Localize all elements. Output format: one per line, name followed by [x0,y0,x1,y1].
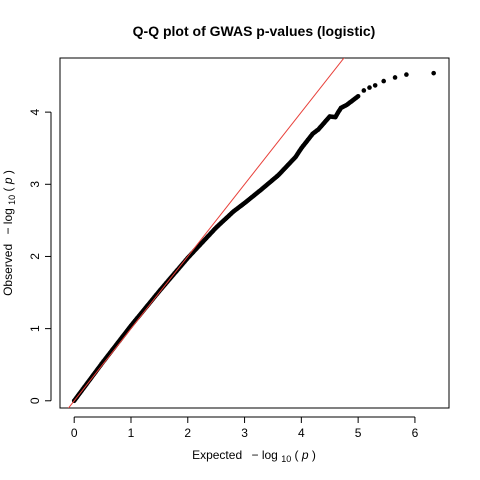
x-axis-label-arg: p [301,448,309,462]
y-tick-label: 3 [28,181,42,188]
data-point [392,75,398,80]
y-axis-label-prefix: Observed [1,244,15,296]
data-point [372,83,378,88]
y-tick-label: 0 [28,397,42,404]
x-axis: 0 1 2 3 4 5 6 [71,416,419,440]
data-point [404,72,409,77]
x-tick-label: 2 [184,426,191,440]
data-layer [71,70,436,404]
data-point [367,85,372,90]
y-axis-label-fn: log [1,208,15,224]
x-tick-label: 3 [241,426,248,440]
y-axis-label-sub: 10 [7,195,17,205]
data-point [381,78,386,84]
x-tick-label: 4 [298,426,305,440]
x-axis-label-fn: log [262,448,278,462]
x-axis-label-sub: 10 [281,454,291,464]
chart-title: Q-Q plot of GWAS p-values (logistic) [133,23,376,39]
y-axis: 0 1 2 3 4 [28,108,52,404]
y-tick-label: 1 [28,325,42,332]
x-tick-label: 5 [355,426,362,440]
data-point [355,93,361,99]
y-axis-label: Observed − log 10 ( p ) [1,170,18,296]
plot-frame [59,57,450,409]
x-axis-label-minus: − [251,448,258,462]
y-axis-label-minus: − [1,228,15,235]
x-tick-label: 6 [412,426,419,440]
y-tick-label: 4 [28,108,42,115]
y-axis-label-arg: p [1,177,15,185]
data-point [361,88,367,93]
x-tick-label: 0 [71,426,78,440]
x-axis-label: Expected − log 10 ( p ) [192,448,316,465]
x-tick-label: 1 [128,426,135,440]
reference-line [67,58,345,408]
y-tick-label: 2 [28,253,42,260]
x-axis-label-prefix: Expected [192,448,242,462]
data-point [431,70,436,76]
